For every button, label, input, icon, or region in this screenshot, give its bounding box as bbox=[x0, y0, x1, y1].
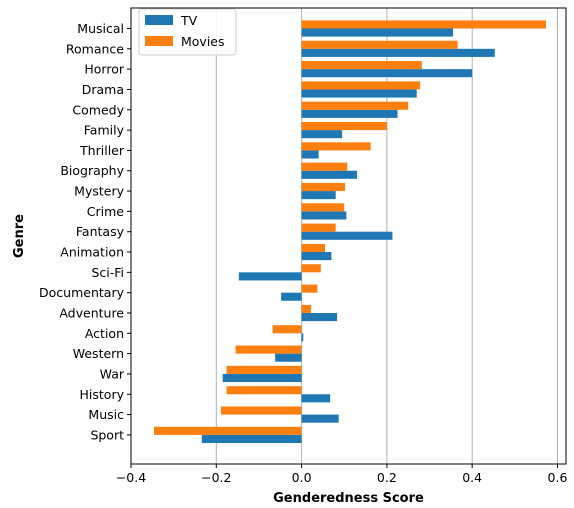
bar-tv-war bbox=[222, 373, 302, 383]
legend-swatch-tv bbox=[145, 15, 173, 25]
bar-movies-mystery bbox=[301, 182, 346, 192]
y-tick-label: Crime bbox=[87, 204, 125, 219]
bar-tv-action bbox=[301, 333, 304, 342]
y-tick-label: Documentary bbox=[39, 285, 125, 300]
legend-label-tv: TV bbox=[180, 13, 198, 28]
y-tick-label: Biography bbox=[60, 163, 124, 178]
bar-tv-comedy bbox=[301, 109, 398, 118]
bar-movies-history bbox=[226, 386, 302, 395]
y-tick-label: Romance bbox=[66, 41, 124, 56]
bar-movies-horror bbox=[301, 61, 422, 70]
bar-tv-adventure bbox=[301, 312, 337, 322]
x-tick-label: 0.4 bbox=[462, 470, 482, 485]
bar-tv-mystery bbox=[301, 191, 336, 200]
bar-tv-drama bbox=[301, 89, 417, 98]
x-axis-label: Genderedness Score bbox=[273, 491, 424, 506]
bar-tv-sport bbox=[201, 434, 302, 443]
bar-tv-family bbox=[301, 130, 343, 139]
bar-tv-history bbox=[301, 394, 331, 403]
bar-movies-drama bbox=[301, 81, 421, 90]
bar-movies-family bbox=[301, 122, 387, 131]
y-tick-label: History bbox=[80, 387, 125, 402]
bar-tv-western bbox=[275, 353, 302, 362]
y-tick-label: Mystery bbox=[74, 184, 124, 199]
bar-movies-romance bbox=[301, 40, 458, 49]
y-tick-label: Drama bbox=[82, 82, 124, 97]
y-tick-label: Musical bbox=[77, 21, 124, 36]
y-axis-label: Genre bbox=[12, 214, 27, 258]
bar-tv-thriller bbox=[301, 150, 319, 159]
bar-movies-war bbox=[226, 365, 302, 374]
y-tick-label: Western bbox=[73, 346, 124, 361]
plot-frame bbox=[130, 7, 567, 465]
bar-movies-fantasy bbox=[301, 223, 336, 232]
y-tick-label: Adventure bbox=[59, 305, 124, 320]
bar-movies-biography bbox=[301, 162, 348, 171]
y-tick-label: Horror bbox=[84, 62, 124, 77]
bar-movies-comedy bbox=[301, 101, 409, 110]
y-tick-label: Sport bbox=[90, 427, 124, 442]
bar-movies-documentary bbox=[301, 284, 318, 293]
bar-tv-music bbox=[301, 414, 339, 423]
bar-movies-musical bbox=[301, 20, 546, 29]
y-tick-label: Family bbox=[84, 123, 125, 138]
bar-movies-music bbox=[220, 406, 302, 415]
bar-movies-sport bbox=[154, 426, 302, 435]
bar-tv-biography bbox=[301, 170, 358, 179]
bar-movies-sci-fi bbox=[301, 264, 321, 273]
bar-movies-western bbox=[235, 345, 302, 354]
bar-tv-musical bbox=[301, 28, 453, 37]
y-tick-label: Thriller bbox=[79, 143, 125, 158]
bar-tv-fantasy bbox=[301, 231, 393, 240]
y-tick-label: Music bbox=[88, 407, 124, 422]
x-tick-label: 0.6 bbox=[548, 470, 568, 485]
y-tick-label: Animation bbox=[60, 245, 124, 260]
bar-movies-animation bbox=[301, 243, 326, 253]
bars-group bbox=[154, 20, 546, 443]
y-tick-label: Sci-Fi bbox=[91, 265, 124, 280]
y-tick-label: Fantasy bbox=[76, 224, 125, 239]
y-tick-label: Comedy bbox=[72, 102, 124, 117]
bar-movies-adventure bbox=[301, 304, 311, 313]
y-tick-label: War bbox=[100, 366, 125, 381]
legend: TV Movies bbox=[138, 8, 237, 56]
bar-tv-sci-fi bbox=[238, 272, 302, 281]
bar-tv-horror bbox=[301, 69, 473, 78]
x-tick-label: 0.2 bbox=[377, 470, 397, 485]
bar-movies-action bbox=[272, 325, 302, 334]
bar-tv-animation bbox=[301, 252, 332, 261]
bar-tv-romance bbox=[301, 48, 495, 57]
legend-label-movies: Movies bbox=[181, 34, 225, 49]
x-tick-label: −0.4 bbox=[116, 470, 146, 485]
x-tick-label: −0.2 bbox=[201, 470, 231, 485]
y-tick-label: Action bbox=[85, 326, 124, 341]
x-tick-label: 0.0 bbox=[292, 470, 312, 485]
y-axis: Musical Romance Horror Drama Comedy Family Thr… bbox=[39, 21, 131, 442]
bar-tv-crime bbox=[301, 211, 347, 220]
x-axis: −0.4 −0.2 0.0 0.2 0.4 0.6 bbox=[116, 464, 568, 485]
bar-movies-crime bbox=[301, 203, 345, 212]
legend-swatch-movies bbox=[145, 36, 173, 46]
bar-movies-thriller bbox=[301, 142, 371, 151]
bar-tv-documentary bbox=[281, 292, 302, 301]
